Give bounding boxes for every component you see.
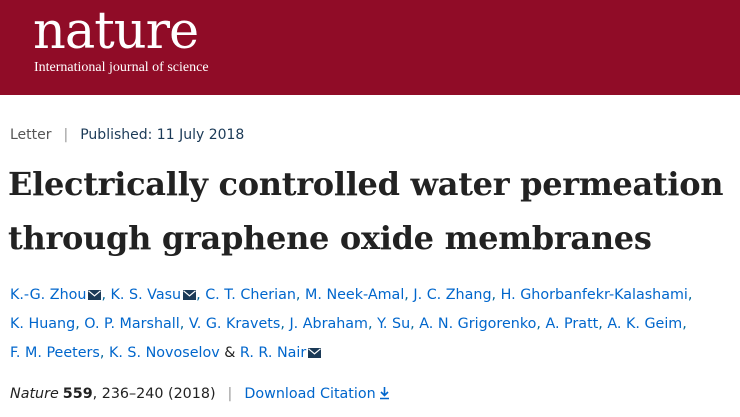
author-link[interactable]: M. Neek-Amal [305,287,405,303]
author-list: K.-G. Zhou, K. S. Vasu, C. T. Cherian, M… [10,287,693,361]
author-item: J. C. Zhang [413,287,491,303]
author-link[interactable]: K.-G. Zhou [10,287,87,303]
author-item: K. S. Vasu [111,287,197,303]
author-link[interactable]: J. C. Zhang [413,287,492,303]
author-item: H. Ghorbanfekr-Kalashami [501,287,688,303]
author-item: M. Neek-Amal [305,287,404,303]
author-item: C. T. Cherian [205,287,296,303]
author-link[interactable]: K. S. Vasu [110,287,182,303]
author-link[interactable]: A. Pratt [545,316,599,332]
article-title: Electrically controlled water permeation… [8,165,724,257]
author-item: K. S. Novoselov [109,345,220,361]
publish-date: Published: 11 July 2018 [80,127,245,143]
author-link[interactable]: V. G. Kravets [188,316,281,332]
author-item: A. Pratt [545,316,598,332]
mail-icon[interactable] [183,290,197,300]
nature-logo[interactable]: nature [33,2,199,61]
author-item: Y. Su [377,316,410,332]
author-item: F. M. Peeters [10,345,100,361]
author-joiner: & [219,345,240,361]
author-item: K. Huang [10,316,75,332]
citation-pages: , 236–240 (2018) [92,386,216,402]
author-item: A. N. Grigorenko [419,316,536,332]
author-link[interactable]: Y. Su [377,316,411,332]
article-header: Letter | Published: 11 July 2018 Electri… [0,125,740,406]
masthead: nature International journal of science [0,0,740,95]
author-item: O. P. Marshall [84,316,179,332]
author-item: R. R. Nair [239,345,322,361]
mail-icon[interactable] [88,290,102,300]
author-link[interactable]: K. Huang [10,316,76,332]
author-link[interactable]: C. T. Cherian [205,287,296,303]
download-citation-link[interactable]: Download Citation [244,382,389,406]
author-link[interactable]: A. K. Geim [607,316,683,332]
author-item: A. K. Geim [607,316,682,332]
author-item: J. Abraham [289,316,368,332]
citation-line: Nature 559 , 236–240 (2018) | Download C… [10,382,730,406]
author-link[interactable]: F. M. Peeters [10,345,100,361]
author-link[interactable]: K. S. Novoselov [108,345,220,361]
author-link[interactable]: O. P. Marshall [84,316,180,332]
download-arrow-icon [379,387,389,400]
download-citation-label: Download Citation [244,386,376,402]
author-link[interactable]: J. Abraham [289,316,368,332]
journal-volume: 559 [62,386,93,402]
author-link[interactable]: R. R. Nair [239,345,307,361]
author-link[interactable]: H. Ghorbanfekr-Kalashami [500,287,688,303]
author-link[interactable]: A. N. Grigorenko [419,316,537,332]
article-meta: Letter | Published: 11 July 2018 [10,125,730,145]
citation-separator: | [227,386,233,402]
masthead-tagline: International journal of science [34,60,209,75]
meta-separator: | [63,127,69,143]
journal-name: Nature [10,386,59,402]
author-item: V. G. Kravets [189,316,281,332]
mail-icon[interactable] [308,348,322,358]
article-type: Letter [10,127,52,143]
author-item: K.-G. Zhou [10,287,102,303]
